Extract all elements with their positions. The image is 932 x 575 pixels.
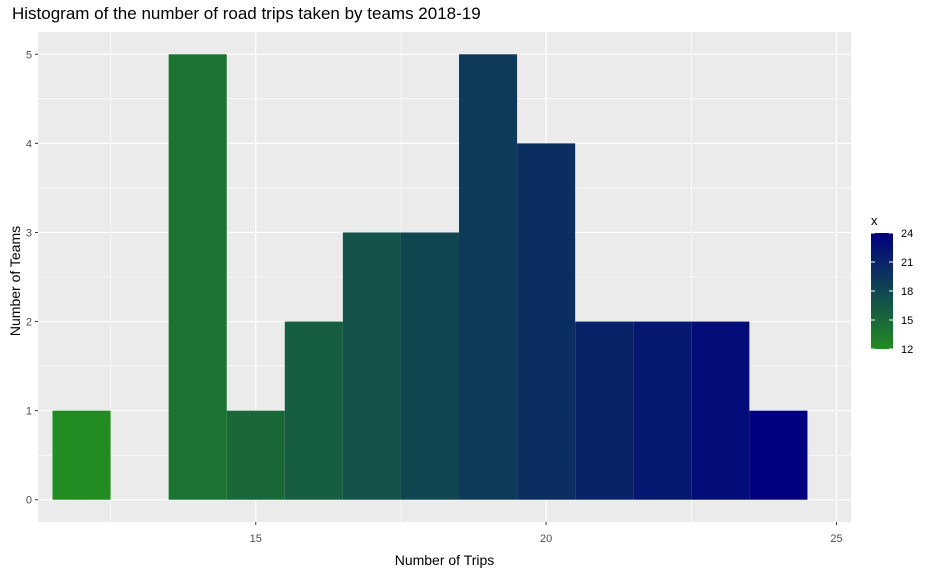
histogram-bar — [575, 321, 634, 500]
histogram-bar — [168, 54, 227, 500]
legend-label: 12 — [901, 344, 913, 356]
histogram-bar — [52, 410, 111, 500]
x-tick-label: 25 — [830, 533, 842, 545]
color-legend: x 24 21 18 15 12 — [871, 213, 913, 356]
y-tick-label: 5 — [26, 49, 32, 61]
legend-label: 15 — [901, 315, 913, 327]
axes: 0 1 2 3 4 5 15 20 25 — [26, 49, 843, 545]
chart-title: Histogram of the number of road trips ta… — [12, 4, 481, 23]
y-tick-label: 4 — [26, 138, 32, 150]
histogram-bar — [459, 54, 518, 500]
histogram-bar — [284, 321, 343, 500]
x-tick-label: 15 — [250, 533, 262, 545]
histogram-bar — [749, 410, 808, 500]
histogram-bar — [517, 143, 576, 500]
y-tick-label: 0 — [26, 495, 32, 507]
legend-label: 24 — [901, 228, 913, 240]
histogram-bar — [400, 232, 460, 500]
legend-colorbar — [871, 233, 893, 349]
legend-label: 18 — [901, 286, 913, 298]
histogram-bar — [342, 232, 401, 500]
legend-label: 21 — [901, 257, 913, 269]
legend-title: x — [871, 213, 878, 228]
y-tick-label: 2 — [26, 317, 32, 329]
histogram-bar — [691, 321, 750, 500]
histogram-bar — [226, 410, 285, 500]
x-axis-title: Number of Trips — [395, 552, 495, 568]
x-tick-label: 20 — [540, 533, 552, 545]
y-tick-label: 1 — [26, 406, 32, 418]
histogram-bar — [633, 321, 692, 500]
histogram-bars — [52, 54, 808, 500]
y-axis-title: Number of Teams — [7, 226, 23, 336]
y-tick-label: 3 — [26, 227, 32, 239]
